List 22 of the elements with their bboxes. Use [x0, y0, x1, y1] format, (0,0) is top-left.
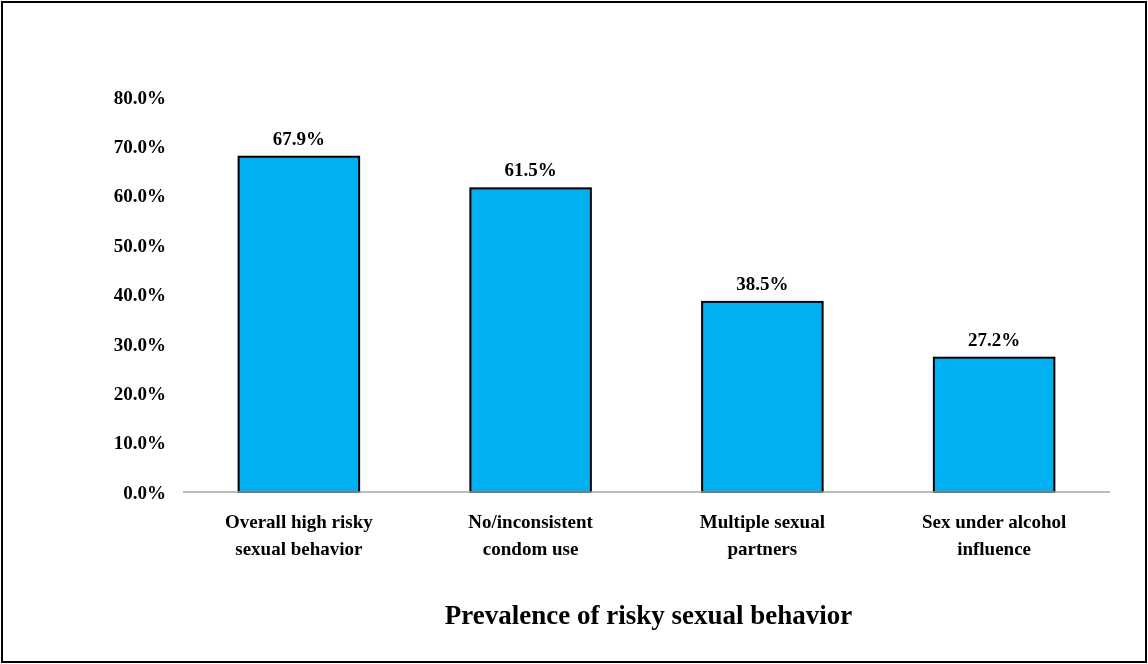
data-label: 38.5%	[736, 272, 789, 294]
y-tick-label: 70.0%	[113, 136, 166, 158]
x-tick-label: No/inconsistent condom use	[468, 511, 594, 559]
y-tick-label: 30.0%	[113, 333, 166, 355]
y-tick-label: 10.0%	[113, 432, 166, 454]
x-tick-label: Overall high risky sexual behavior	[224, 511, 374, 559]
data-label: 61.5%	[504, 159, 557, 181]
data-label: 67.9%	[272, 127, 325, 149]
x-tick-label: Sex under alcohol influence	[921, 511, 1067, 559]
bar	[469, 187, 592, 493]
y-tick-label: 80.0%	[113, 86, 166, 108]
y-tick-label: 50.0%	[113, 234, 166, 256]
bar	[932, 356, 1056, 493]
y-tick-label: 60.0%	[113, 185, 166, 207]
y-tick-label: 20.0%	[113, 382, 166, 404]
x-axis-title: Prevalence of risky sexual behavior	[444, 600, 853, 630]
y-tick-label: 0.0%	[123, 481, 166, 503]
bar	[701, 300, 824, 493]
data-label: 27.2%	[968, 328, 1021, 350]
y-tick-label: 40.0%	[113, 284, 166, 306]
x-tick-label: Multiple sexual partners	[699, 511, 825, 559]
bar	[237, 155, 361, 493]
